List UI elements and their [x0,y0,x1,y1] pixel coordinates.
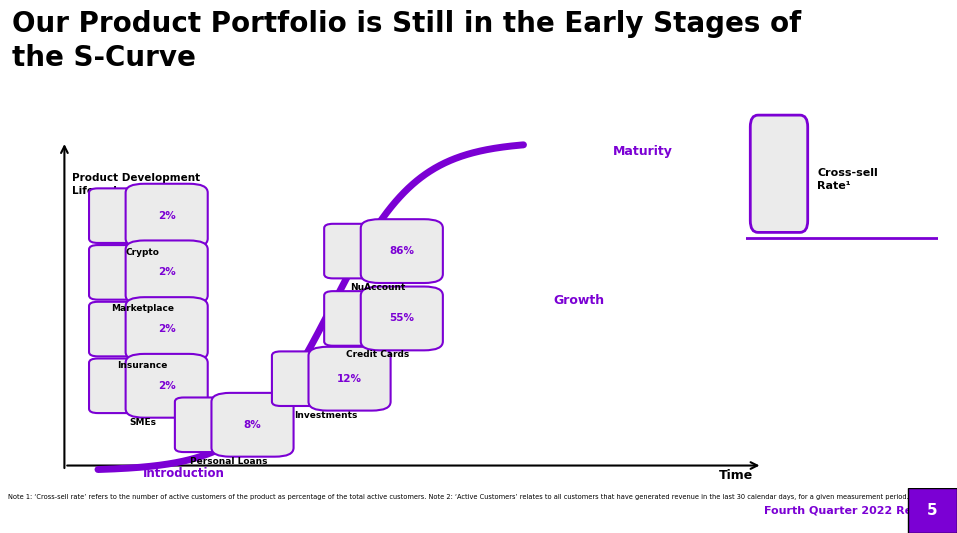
Text: Our Product Portfolio is Still in the Early Stages of
the S-Curve: Our Product Portfolio is Still in the Ea… [12,10,802,71]
Text: Growth: Growth [553,294,605,307]
Text: Time: Time [719,469,753,482]
Text: Credit Cards: Credit Cards [346,350,410,359]
Text: Cross-sell
Rate¹: Cross-sell Rate¹ [817,168,878,191]
Text: Investments: Investments [294,410,357,419]
Text: 8%: 8% [244,420,261,430]
Text: Fourth Quarter 2022 Results: Fourth Quarter 2022 Results [764,505,942,515]
FancyBboxPatch shape [89,302,150,357]
FancyBboxPatch shape [361,287,443,350]
Text: 12%: 12% [337,374,362,384]
FancyBboxPatch shape [272,351,333,406]
Text: 2%: 2% [158,211,175,221]
FancyBboxPatch shape [324,224,386,278]
FancyBboxPatch shape [89,188,150,243]
Text: Note 1: ‘Cross-sell rate’ refers to the number of active customers of the produc: Note 1: ‘Cross-sell rate’ refers to the … [8,495,957,500]
FancyBboxPatch shape [89,245,150,300]
Text: 2%: 2% [158,381,175,391]
FancyBboxPatch shape [89,359,150,413]
Text: 2%: 2% [158,324,175,334]
FancyBboxPatch shape [324,291,386,346]
Text: Marketplace: Marketplace [111,304,174,313]
FancyBboxPatch shape [125,354,208,418]
Text: SMEs: SMEs [129,418,156,427]
Text: Introduction: Introduction [143,467,225,480]
Text: 5: 5 [927,503,938,518]
Text: NuAccount: NuAccount [350,283,406,292]
Text: Insurance: Insurance [118,361,168,370]
FancyBboxPatch shape [125,297,208,361]
FancyBboxPatch shape [361,219,443,283]
FancyBboxPatch shape [750,115,808,232]
FancyBboxPatch shape [125,184,208,247]
Text: Personal Loans: Personal Loans [189,457,267,466]
Text: Product Development
Lifecycle: Product Development Lifecycle [72,173,200,196]
FancyBboxPatch shape [308,347,390,410]
FancyBboxPatch shape [175,398,236,452]
Text: Crypto: Crypto [126,247,160,256]
Text: 55%: 55% [389,313,414,324]
Text: 2%: 2% [158,268,175,277]
Text: 86%: 86% [389,246,414,256]
FancyBboxPatch shape [125,240,208,304]
FancyBboxPatch shape [211,393,294,457]
Text: Maturity: Maturity [613,146,673,158]
FancyBboxPatch shape [908,488,957,533]
